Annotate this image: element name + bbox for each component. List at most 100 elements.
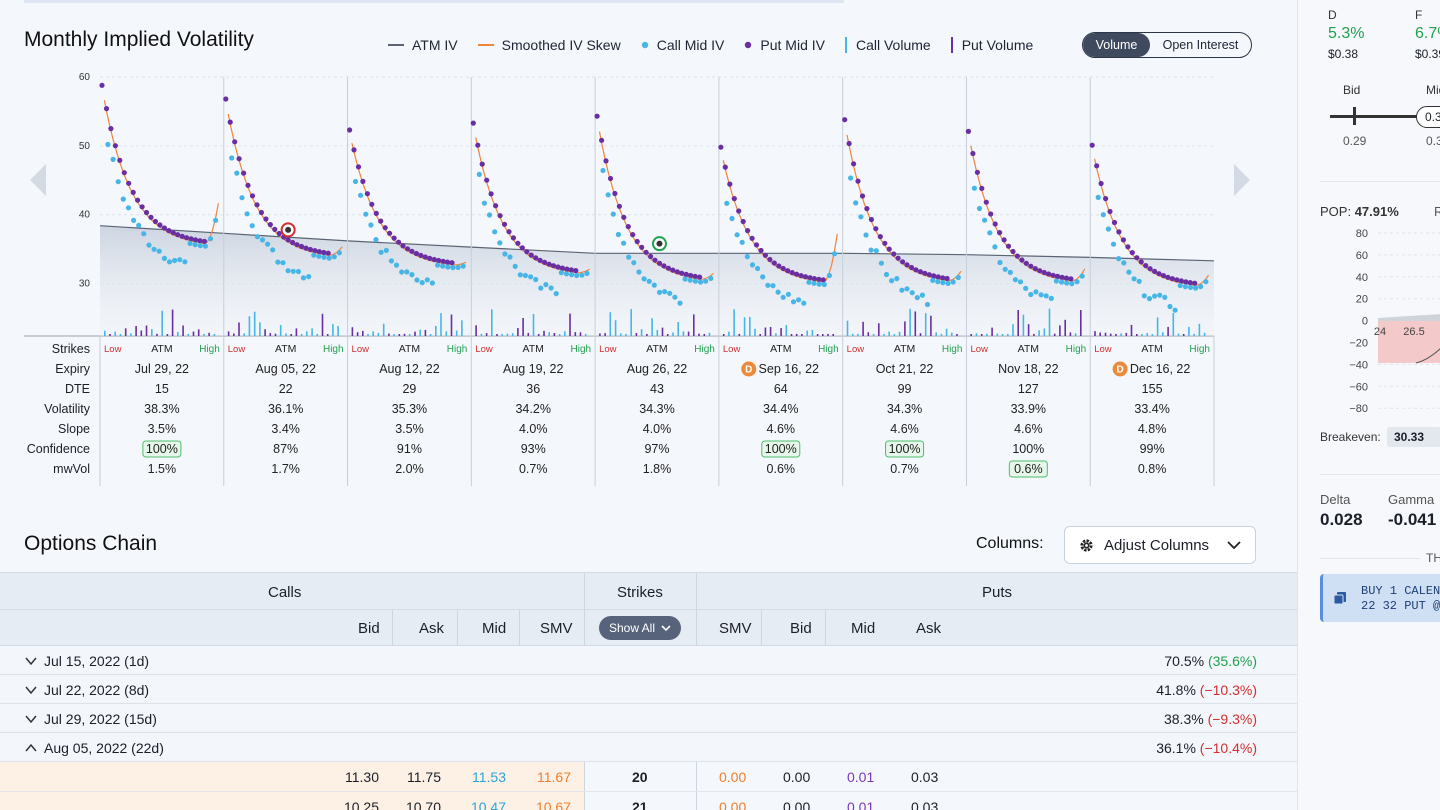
strike-row[interactable]: 11.30 11.75 11.53 11.67 20 0.00 0.00 0.0… [0,762,1297,792]
call-iv-dot [646,278,652,284]
call-iv-dot [1033,289,1039,295]
call-volume-bar [104,330,106,336]
put-iv-dot [846,140,852,147]
pnl-y-tick: −80 [1349,403,1368,415]
put-iv-dot [475,142,481,148]
put-iv-dot [307,246,313,253]
stat-value: 0.6% [1014,462,1043,476]
call-iv-dot [533,276,539,283]
expiry-label: Sep 16, 22 [759,362,820,376]
put-iv-dot [1001,237,1007,243]
stat-value: 4.6% [1014,422,1043,436]
put-iv-dot [1037,268,1043,274]
put-iv-dot [1192,280,1198,286]
call-volume-bar [733,309,735,336]
call-smv-header[interactable]: SMV [540,620,573,637]
price-slider-track[interactable] [1330,115,1420,118]
price-slider-handle[interactable] [1353,107,1356,125]
put-volume-bar [661,327,664,336]
call-volume-bar [651,318,653,336]
put-volume-bar [238,322,240,336]
put-volume-bar [356,332,359,336]
call-volume-bar [1120,333,1122,336]
expiration-row[interactable]: Jul 29, 2022 (15d) 38.3% (−9.3%) [0,704,1297,733]
call-iv-dot [1012,277,1019,283]
y-tick-label: 40 [79,210,91,221]
call-volume-bar [614,320,617,336]
put-volume-bar [646,333,648,336]
put-iv-dot [369,201,375,207]
put-iv-dot [130,189,136,195]
call-ask-header[interactable]: Ask [419,620,445,637]
call-iv-dot [207,236,214,242]
call-iv-dot [239,195,245,201]
put-iv-dot [542,259,548,265]
leg-d-pct: 5.3% [1328,25,1365,42]
call-volume-bar [888,331,890,336]
copy-icon[interactable] [1333,591,1347,605]
put-iv-dot [922,270,928,276]
stat-value: 38.3% [144,402,179,416]
call-iv-dot [873,248,879,254]
put-iv-dot [396,239,402,245]
show-all-dropdown[interactable]: Show All [599,616,681,640]
call-volume-bar [1177,333,1180,336]
stat-value: 35.3% [392,402,427,416]
put-volume-bar [635,333,638,336]
put-iv-dot [1005,243,1012,249]
put-volume-bar [326,334,329,336]
toggle-open-interest[interactable]: Open Interest [1162,38,1239,52]
call-volume-bar [435,325,437,336]
call-volume-bar [1007,334,1009,336]
put-iv-dot [506,229,512,235]
gamma-value: -0.041 [1388,510,1437,529]
call-volume-bar [743,317,746,336]
call-iv-dot [259,237,266,243]
call-volume-bar [935,332,937,336]
legend-smoothed-iv-skew[interactable]: Smoothed IV Skew [477,37,621,53]
put-volume-bar [914,311,917,336]
put-volume-bar [388,333,390,336]
call-mid-header[interactable]: Mid [482,620,507,637]
legend-put-volume[interactable]: Put Volume [950,37,1033,53]
call-iv-dot [1064,280,1070,286]
put-volume-bar [1017,310,1019,336]
strike-row[interactable]: 10.25 10.70 10.47 10.67 21 0.00 0.00 0.0… [0,792,1297,810]
call-volume-bar [151,329,153,336]
put-volume-bar [722,334,725,336]
call-bid-header[interactable]: Bid [358,620,380,637]
legend-call-volume[interactable]: Call Volume [844,37,931,53]
chevron-right-icon[interactable] [1232,162,1252,198]
legend-call-mid-iv[interactable]: Call Mid IV [641,37,724,53]
order-preview[interactable]: BUY 1 CALEN 22 32 PUT @ [1320,574,1440,622]
expiration-row-expanded[interactable]: Aug 05, 2022 (22d) 36.1% (−10.4%) [0,733,1297,762]
put-volume-bar [450,314,453,336]
put-iv-dot [321,249,327,256]
put-iv-dot [864,206,870,212]
chevron-left-icon[interactable] [28,162,48,198]
put-iv-dot [285,237,291,243]
toggle-volume[interactable]: Volume [1083,33,1150,57]
call-iv-dot [848,175,854,181]
pnl-y-tick: 80 [1356,228,1368,240]
call-volume-bar [872,334,875,336]
legend-put-mid-iv[interactable]: Put Mid IV [744,37,825,53]
expiration-row[interactable]: Jul 15, 2022 (1d) 70.5% (35.6%) [0,646,1297,675]
adjust-columns-button[interactable]: Adjust Columns [1064,526,1256,564]
legend-atm-iv[interactable]: ATM IV [388,37,458,53]
put-bid-header[interactable]: Bid [790,620,812,637]
put-iv-dot [802,274,809,280]
pnl-y-tick: −20 [1349,338,1368,350]
call-iv-dot [1126,269,1132,275]
put-volume-bar [398,334,401,336]
put-iv-dot [612,190,618,197]
put-ask-header[interactable]: Ask [916,620,942,637]
expiration-row[interactable]: Jul 22, 2022 (8d) 41.8% (−10.3%) [0,675,1297,704]
chevron-down-icon [661,624,671,631]
limit-price-input[interactable]: 0.3 [1416,106,1440,128]
options-chain-table: Calls Strikes Puts Bid Ask Mid SMV Show … [0,572,1297,810]
put-mid-header[interactable]: Mid [851,620,876,637]
pop-label: POP: [1320,204,1352,219]
put-smv-header[interactable]: SMV [719,620,752,637]
expiry-label: Nov 18, 22 [998,362,1059,376]
